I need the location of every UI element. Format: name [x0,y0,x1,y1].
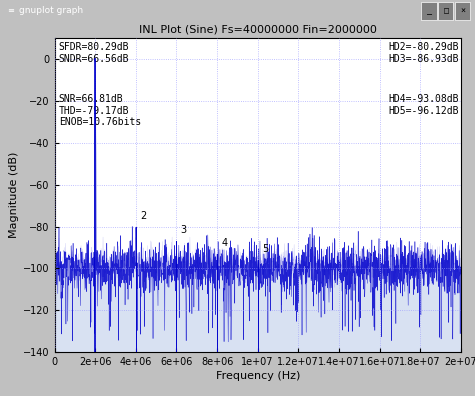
FancyBboxPatch shape [421,2,437,19]
Text: gnuplot graph: gnuplot graph [19,6,83,15]
Text: 2: 2 [140,211,146,221]
Text: ≡: ≡ [7,6,14,15]
Text: SNR=66.81dB
THD=-79.17dB
ENOB=10.76bits: SNR=66.81dB THD=-79.17dB ENOB=10.76bits [59,94,141,128]
FancyBboxPatch shape [438,2,453,19]
Text: 3: 3 [180,225,187,235]
Text: □: □ [444,6,449,15]
FancyBboxPatch shape [455,2,470,19]
Title: INL Plot (Sine) Fs=40000000 Fin=2000000: INL Plot (Sine) Fs=40000000 Fin=2000000 [139,24,377,34]
Text: 4: 4 [221,238,227,248]
Text: ×: × [461,6,466,15]
Y-axis label: Magnitude (dB): Magnitude (dB) [9,152,19,238]
Text: HD2=-80.29dB
HD3=-86.93dB: HD2=-80.29dB HD3=-86.93dB [388,42,459,64]
Text: HD4=-93.08dB
HD5=-96.12dB: HD4=-93.08dB HD5=-96.12dB [388,94,459,116]
Text: SFDR=80.29dB
SNDR=66.56dB: SFDR=80.29dB SNDR=66.56dB [59,42,129,64]
Text: 5: 5 [262,244,268,254]
Text: _: _ [428,6,432,15]
X-axis label: Frequency (Hz): Frequency (Hz) [216,371,300,381]
